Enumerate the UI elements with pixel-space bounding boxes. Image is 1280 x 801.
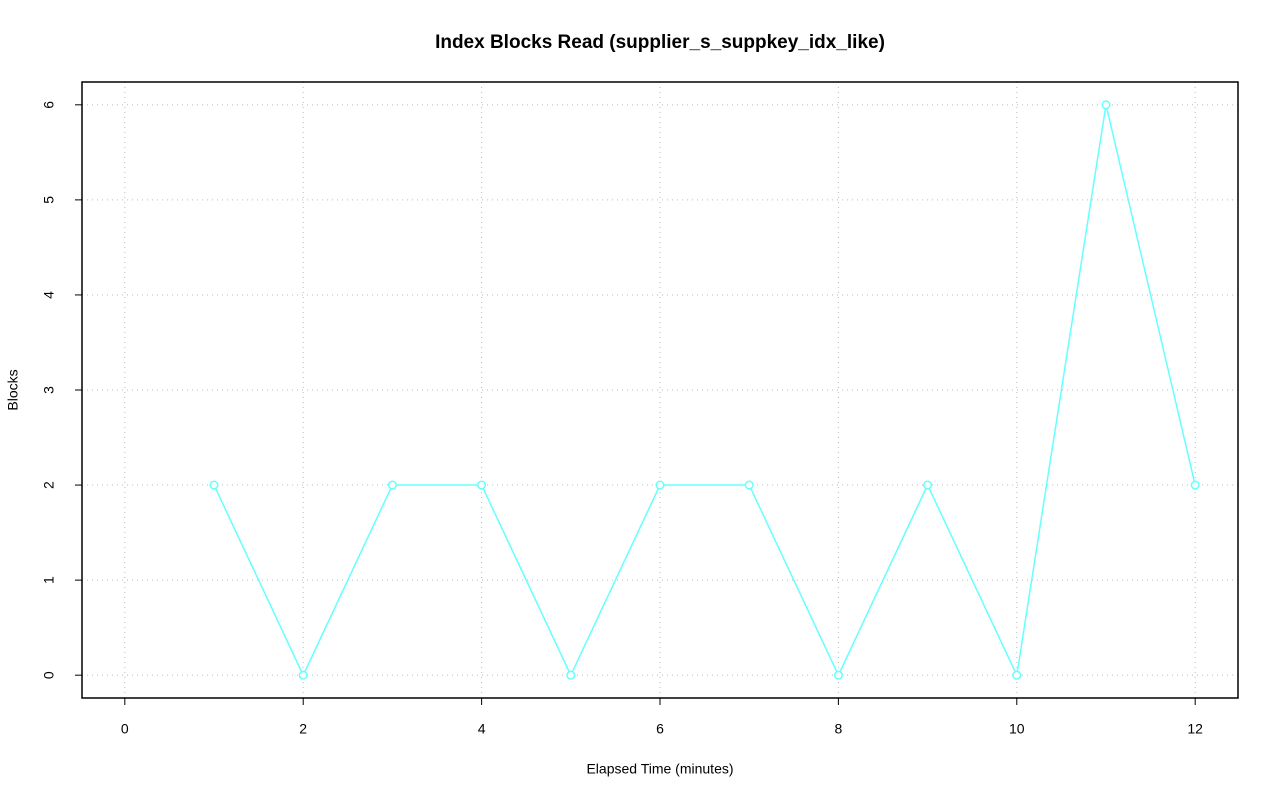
y-tick-label: 2	[41, 481, 57, 489]
x-tick-label: 8	[834, 721, 842, 737]
x-tick-label: 10	[1009, 721, 1025, 737]
x-axis-label: Elapsed Time (minutes)	[586, 761, 733, 777]
x-tick-label: 2	[299, 721, 307, 737]
data-point	[1012, 670, 1022, 680]
plot-frame	[81, 81, 1239, 699]
y-tick-label: 6	[41, 101, 57, 109]
y-axis-label: Blocks	[5, 369, 21, 410]
data-point	[655, 480, 665, 490]
data-point	[387, 480, 397, 490]
chart-title: Index Blocks Read (supplier_s_suppkey_id…	[435, 32, 885, 53]
y-tick-label: 4	[41, 291, 57, 299]
y-tick-label: 0	[41, 671, 57, 679]
data-point	[1101, 100, 1111, 110]
data-point	[566, 670, 576, 680]
data-point	[477, 480, 487, 490]
x-tick-label: 12	[1187, 721, 1203, 737]
data-point	[744, 480, 754, 490]
data-point	[1190, 480, 1200, 490]
y-tick-label: 1	[41, 576, 57, 584]
data-point	[209, 480, 219, 490]
x-tick-label: 6	[656, 721, 664, 737]
data-point	[833, 670, 843, 680]
data-point	[298, 670, 308, 680]
data-line	[213, 104, 1196, 678]
x-tick-label: 0	[121, 721, 129, 737]
y-tick-label: 5	[41, 196, 57, 204]
y-tick-label: 3	[41, 386, 57, 394]
data-point	[923, 480, 933, 490]
x-tick-label: 4	[478, 721, 486, 737]
